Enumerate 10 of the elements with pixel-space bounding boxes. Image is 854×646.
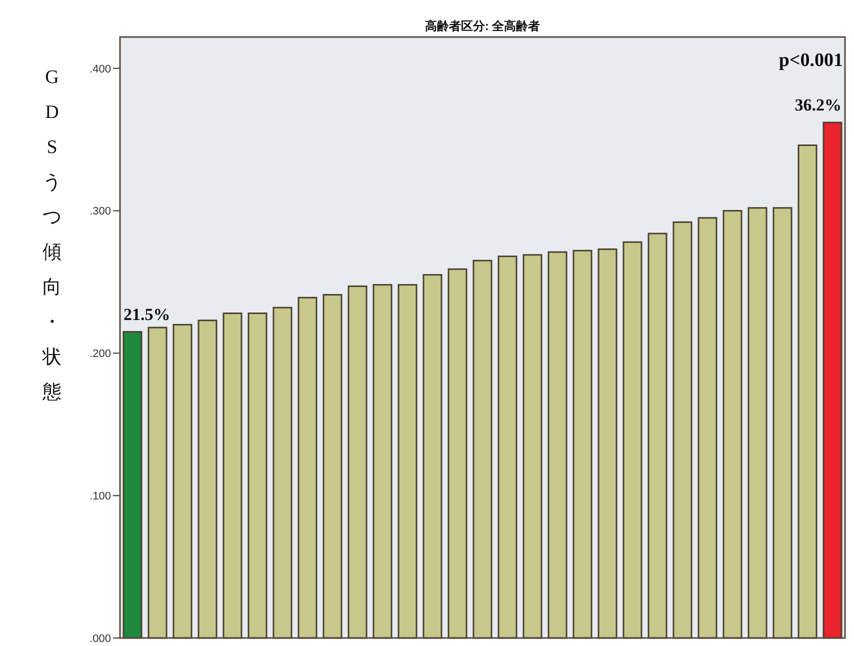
annotation: p<0.001 (778, 50, 843, 71)
chart-title: 高齢者区分: 全高齢者 (424, 19, 540, 33)
y-tick-label: .100 (90, 490, 111, 503)
data-label: 21.5% (124, 304, 170, 324)
y-tick-label: .300 (90, 206, 111, 218)
y-tick-label: .200 (90, 348, 111, 360)
y-tick-label: .400 (90, 63, 111, 76)
data-label: 36.2% (794, 95, 842, 114)
text: GDSうつ傾向・状態 (42, 67, 62, 403)
y-tick-label: .000 (90, 633, 111, 645)
